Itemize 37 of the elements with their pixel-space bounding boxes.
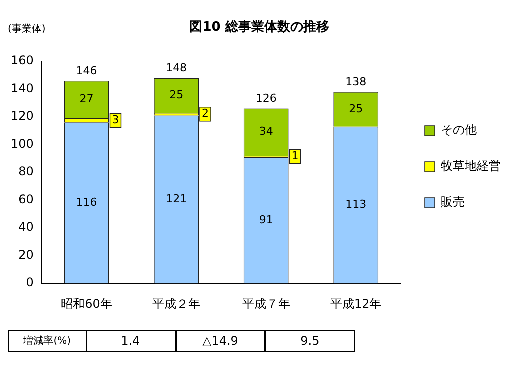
legend-label: その他 [441,123,477,138]
total-label: 138 [346,75,367,88]
text: △14.9 [176,330,266,352]
data-label: 1 [292,150,299,163]
y-tick-label: 80 [18,164,34,179]
total-label: 146 [76,64,98,78]
text: 増減率(%) [8,330,87,352]
chart-title: 図10 総事業体数の推移 [190,20,330,36]
data-label: 3 [112,113,120,126]
y-tick-label: 20 [18,248,34,262]
x-tick-label: 昭和60年 [61,296,112,311]
text: 9.5 [265,330,356,352]
data-label: 113 [346,198,367,212]
legend-label: 販売 [441,195,465,210]
data-label: 25 [349,102,364,116]
y-tick-label: 160 [11,54,34,68]
y-tick-label: 140 [11,81,34,96]
y-tick-label: 60 [18,192,34,206]
x-tick-label: 平成12年 [330,296,382,311]
y-tick-label: 40 [18,220,34,234]
data-label: 2 [202,107,210,120]
data-label: 116 [76,196,98,209]
y-tick-label: 120 [11,109,34,124]
data-label: 91 [259,213,274,226]
legend-label: 牧草地経営 [441,159,501,174]
x-tick-label: 平成７年 [242,296,290,311]
y-axis-title: (事業体) [8,22,46,36]
text: 1.4 [86,330,176,352]
data-label: 25 [170,88,184,102]
data-label: 121 [166,192,188,206]
total-label: 126 [256,92,277,106]
y-tick-label: 0 [26,276,34,290]
data-label: 27 [80,92,94,106]
x-tick-label: 平成２年 [152,296,201,311]
data-label: 34 [259,125,274,138]
y-tick-label: 100 [11,136,34,151]
total-label: 148 [166,62,188,75]
